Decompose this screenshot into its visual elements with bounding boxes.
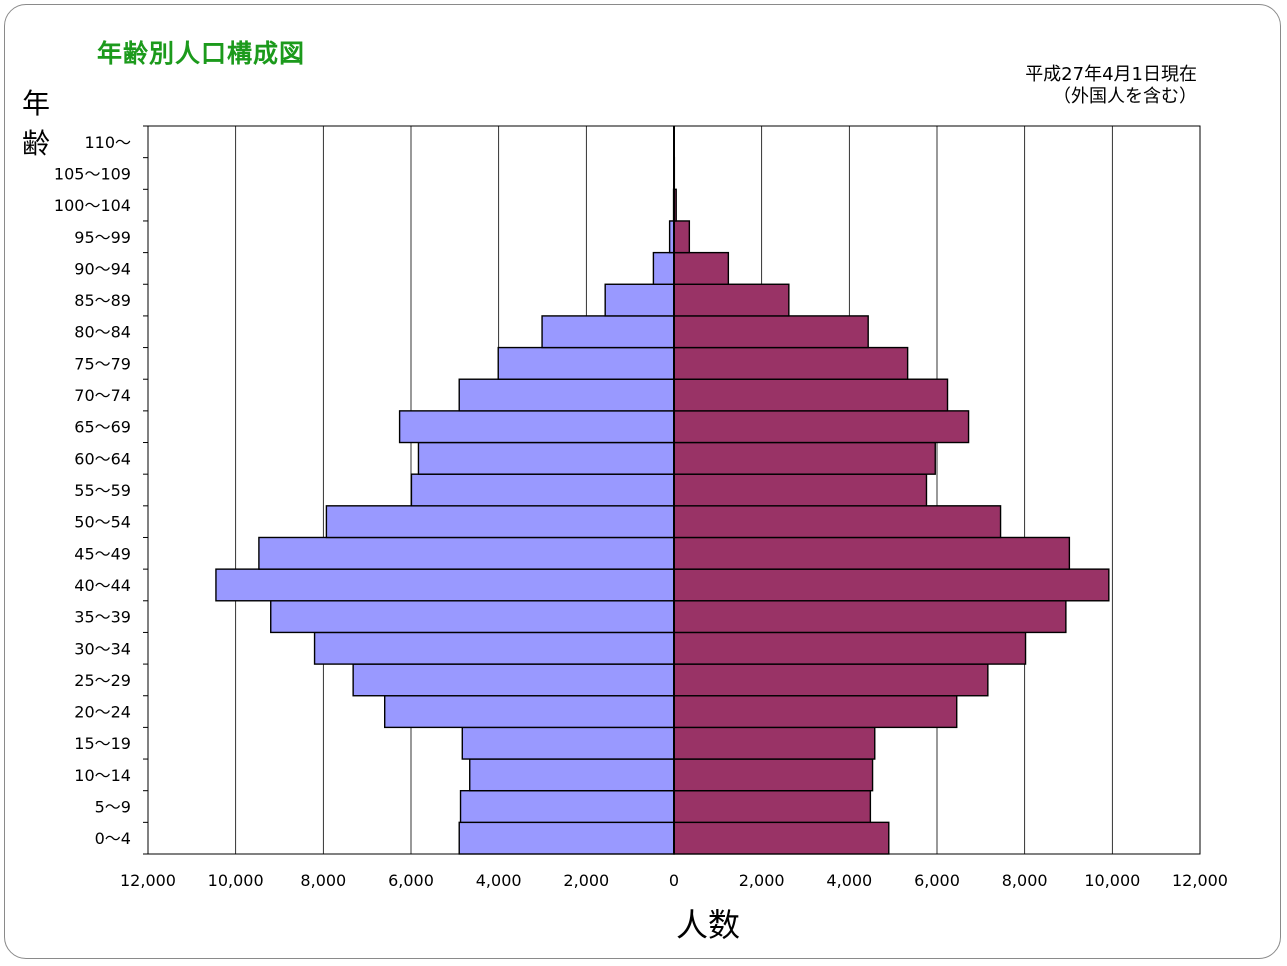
y-tick-label: 85～89 [74,291,131,310]
x-tick-label: 2,000 [739,871,785,890]
y-tick-label: 20～24 [74,703,131,722]
y-tick-label: 65～69 [74,418,131,437]
y-tick-label: 100～104 [54,196,131,215]
female-bar [673,695,958,729]
male-bar [417,441,675,475]
x-tick-label: 6,000 [914,871,960,890]
y-tick-label: 110～ [84,133,131,152]
male-bar [215,568,675,602]
male-bar [258,536,675,570]
x-axis-title: 人数 [676,906,741,944]
female-bar [673,283,790,317]
male-bar [384,695,675,729]
female-bar [673,663,989,697]
male-bar [352,663,675,697]
male-bar [398,410,675,444]
chart-title: 年齢別人口構成図 [97,39,306,68]
y-tick-label: 25～29 [74,671,131,690]
male-bar [652,251,675,285]
female-bar [673,536,1071,570]
male-bar [410,473,675,507]
female-bar [673,378,949,412]
y-tick-label: 10～14 [74,766,131,785]
y-tick-label: 5～9 [95,798,131,817]
female-bar [673,410,970,444]
male-bar [469,758,675,792]
female-bar [673,758,874,792]
y-tick-label: 50～54 [74,513,131,532]
male-bar [459,789,675,824]
female-bar [673,473,928,507]
female-bar [673,631,1027,665]
x-tick-label: 2,000 [563,871,609,890]
male-bar [325,505,675,539]
y-tick-label: 15～19 [74,734,131,753]
y-tick-label: 55～59 [74,481,131,500]
male-bar [458,378,675,412]
y-tick-label: 35～39 [74,608,131,627]
male-bar [497,346,675,380]
male-bar [461,726,675,760]
y-tick-label: 70～74 [74,386,131,405]
y-tick-label: 60～64 [74,449,131,468]
y-tick-label: 80～84 [74,323,131,342]
x-tick-label: 8,000 [300,871,346,890]
male-bar [458,821,675,855]
male-bar [541,315,675,349]
x-tick-label: 4,000 [826,871,872,890]
female-bar [673,726,876,760]
female-bar [673,441,936,475]
y-tick-label: 90～94 [74,259,131,278]
y-tick-label: 105～109 [54,164,131,183]
date-line-1: 平成27年4月1日現在 [1025,64,1197,85]
y-tick-label: 95～99 [74,228,131,247]
y-tick-label: 40～44 [74,576,131,595]
x-tick-label: 12,000 [120,871,176,890]
male-bar [270,600,675,634]
female-bar [673,251,730,285]
female-bar [673,315,869,349]
female-bar [673,821,890,855]
female-bar [673,346,909,380]
y-tick-label: 0～4 [95,829,131,848]
date-note: 平成27年4月1日現在 （外国人を含む） [1025,64,1197,108]
chart-frame [4,4,1281,959]
female-bar [673,600,1067,634]
female-bar [673,789,872,824]
female-bar [673,505,1002,539]
y-axis-title: 年齢 [22,87,51,160]
x-tick-label: 12,000 [1172,871,1228,890]
x-tick-label: 6,000 [388,871,434,890]
x-tick-label: 10,000 [208,871,264,890]
male-bar [604,283,675,317]
male-bar [313,631,675,665]
y-tick-label: 75～79 [74,354,131,373]
female-bar [673,568,1110,602]
x-tick-label: 0 [669,871,679,890]
date-line-2: （外国人を含む） [1053,86,1197,107]
female-bar [673,220,691,254]
x-tick-label: 10,000 [1084,871,1140,890]
x-tick-label: 8,000 [1002,871,1048,890]
x-tick-label: 4,000 [476,871,522,890]
y-tick-label: 30～34 [74,639,131,658]
y-tick-label: 45～49 [74,544,131,563]
